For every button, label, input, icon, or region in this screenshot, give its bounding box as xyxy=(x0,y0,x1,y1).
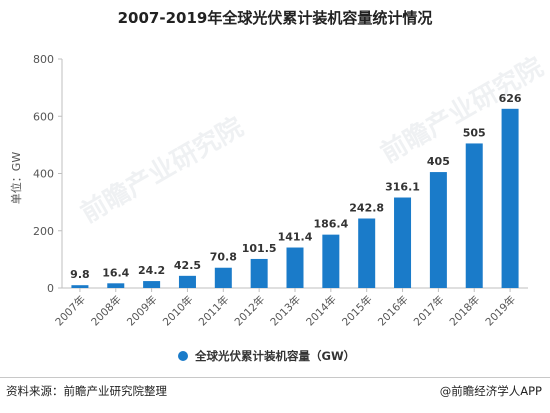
chart-value-labels: 9.8 16.4 24.2 42.5 70.8 101.5141.4186.4242.83… xyxy=(70,92,522,281)
x-tick-label: 2014年 xyxy=(303,293,339,329)
x-tick-label: 2015年 xyxy=(339,293,375,329)
bar xyxy=(465,143,483,288)
bar xyxy=(394,197,412,288)
data-label: 9.8 xyxy=(70,268,90,281)
data-label: 101.5 xyxy=(242,242,277,255)
x-tick-label: 2013年 xyxy=(268,293,304,329)
y-axis-label: 单位：GW xyxy=(9,152,23,205)
data-label: 186.4 xyxy=(313,218,348,231)
bar xyxy=(214,267,232,288)
x-tick-label: 2008年 xyxy=(88,293,124,329)
data-label: 42.5 xyxy=(174,259,201,272)
y-tick-label: 200 xyxy=(33,225,54,238)
y-tick-label: 400 xyxy=(33,168,54,181)
x-tick-label: 2010年 xyxy=(160,293,196,329)
y-tick-label: 800 xyxy=(33,53,54,66)
x-tick-label: 2009年 xyxy=(124,293,160,329)
x-tick-label: 2007年 xyxy=(53,293,89,329)
bar xyxy=(429,172,447,288)
data-label: 316.1 xyxy=(385,181,420,194)
data-label: 70.8 xyxy=(210,251,237,264)
footer-divider xyxy=(0,377,550,378)
chart-bars xyxy=(71,108,519,289)
x-tick-label: 2018年 xyxy=(447,293,483,329)
chart-title: 2007-2019年全球光伏累计装机容量统计情况 xyxy=(117,9,433,27)
x-tick-label: 2017年 xyxy=(411,293,447,329)
x-tick-label: 2012年 xyxy=(232,293,268,329)
bar xyxy=(501,108,519,289)
x-tick-label: 2016年 xyxy=(375,293,411,329)
legend-label: 全球光伏累计装机容量（GW） xyxy=(195,349,356,363)
chart-legend: 全球光伏累计装机容量（GW） xyxy=(178,348,355,364)
bar xyxy=(322,234,340,288)
credit-note: @前瞻经济学人APP xyxy=(439,384,542,398)
data-label: 242.8 xyxy=(349,201,384,214)
chart-x-labels: 2007年 2008年 2009年 2010年 2011年 2012年 2013年 2014年… xyxy=(53,293,519,329)
data-label: 626 xyxy=(499,92,522,105)
bar xyxy=(71,285,89,288)
y-tick-label: 0 xyxy=(47,282,54,295)
data-label: 405 xyxy=(427,155,450,168)
x-tick-label: 2011年 xyxy=(196,293,232,329)
bar xyxy=(107,283,125,288)
data-label: 141.4 xyxy=(278,231,313,244)
bar xyxy=(286,247,304,288)
y-tick-label: 600 xyxy=(33,110,54,123)
bar xyxy=(178,275,196,288)
source-note: 资料来源：前瞻产业研究院整理 xyxy=(6,384,167,398)
chart-y-labels: 0 200 400 600 800 xyxy=(33,53,54,295)
data-label: 505 xyxy=(463,126,486,139)
x-tick-label: 2019年 xyxy=(483,293,519,329)
bar xyxy=(358,218,376,288)
data-label: 16.4 xyxy=(102,266,129,279)
data-label: 24.2 xyxy=(138,264,165,277)
bar xyxy=(143,281,161,288)
bar xyxy=(250,258,268,288)
legend-swatch-icon xyxy=(178,351,188,361)
